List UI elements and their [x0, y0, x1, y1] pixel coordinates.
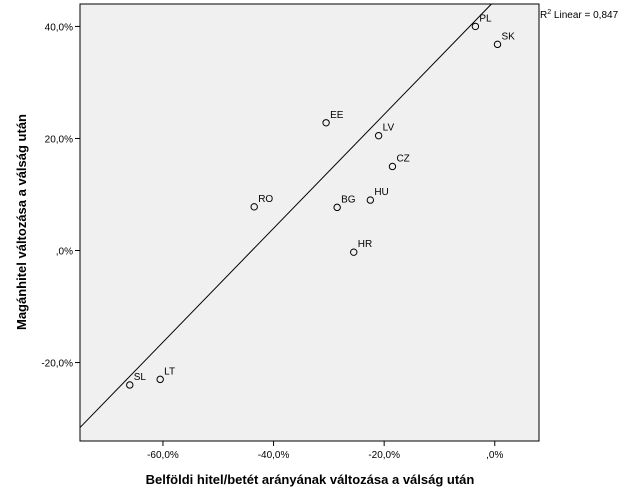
data-point — [388, 162, 397, 171]
point-label: SL — [134, 372, 147, 383]
points-layer: PL SK EE LV CZ RO BG HU HR LT SL — [126, 13, 516, 389]
axis-ticks: -60,0% -40,0% -20,0% ,0% 40,0% 20,0% ,0% -20,0% — [41, 22, 503, 461]
x-tick-label: -60,0% — [147, 450, 179, 461]
x-tick-label: -20,0% — [368, 450, 400, 461]
data-point — [156, 375, 164, 384]
data-point — [350, 248, 358, 256]
r2-annotation: R2 Linear = 0,847 — [540, 9, 619, 21]
y-tick-label: -20,0% — [41, 359, 73, 370]
fit-line-layer — [79, 3, 492, 428]
point-label: LT — [164, 366, 175, 377]
point-label: PL — [479, 13, 492, 24]
y-tick-label: ,0% — [56, 247, 73, 258]
y-tick-label: 20,0% — [45, 134, 73, 145]
data-point — [374, 131, 383, 140]
point-label: CZ — [396, 153, 409, 164]
plot-area — [79, 3, 540, 442]
data-point — [333, 203, 341, 212]
regression-line — [79, 3, 492, 428]
data-point — [493, 40, 502, 49]
point-label: BG — [341, 194, 356, 205]
point-label: SK — [502, 31, 516, 42]
point-label: HR — [358, 239, 372, 250]
data-point — [250, 203, 258, 211]
x-tick-label: -40,0% — [258, 450, 290, 461]
point-label: EE — [330, 110, 344, 121]
x-tick-label: ,0% — [486, 450, 503, 461]
point-label: RO — [258, 194, 273, 205]
point-label: HU — [374, 187, 388, 198]
x-axis-title: Belföldi hitel/betét arányának változása… — [146, 472, 475, 487]
data-point — [366, 196, 375, 204]
data-point — [322, 119, 330, 127]
y-axis-title: Magánhitel változása a válság után — [14, 114, 29, 330]
data-point — [126, 381, 134, 389]
data-point — [471, 22, 480, 31]
point-label: LV — [383, 123, 395, 134]
y-tick-label: 40,0% — [45, 22, 73, 33]
